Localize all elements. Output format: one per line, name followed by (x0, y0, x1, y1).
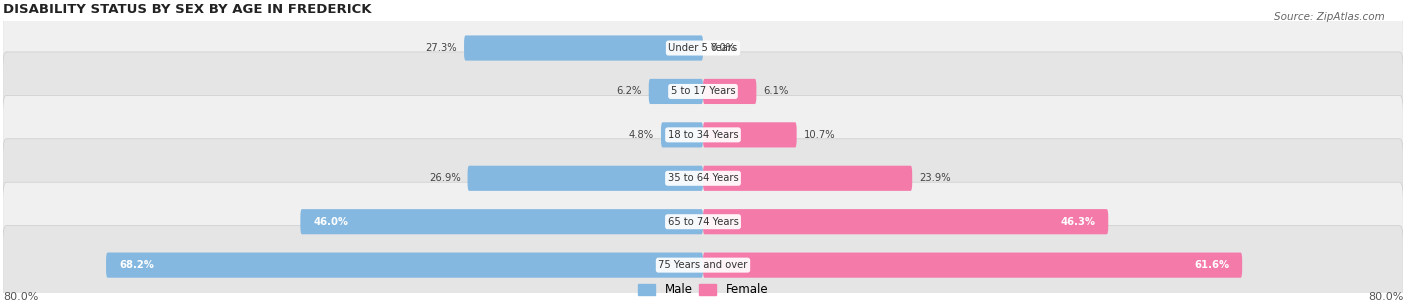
Text: 26.9%: 26.9% (429, 173, 461, 183)
Text: Source: ZipAtlas.com: Source: ZipAtlas.com (1274, 12, 1385, 22)
FancyBboxPatch shape (703, 166, 912, 191)
FancyBboxPatch shape (703, 253, 1241, 278)
Text: 4.8%: 4.8% (628, 130, 654, 140)
Text: 75 Years and over: 75 Years and over (658, 260, 748, 270)
FancyBboxPatch shape (464, 35, 703, 61)
FancyBboxPatch shape (3, 95, 1403, 174)
Text: 80.0%: 80.0% (1368, 292, 1403, 302)
Text: Under 5 Years: Under 5 Years (668, 43, 738, 53)
FancyBboxPatch shape (468, 166, 703, 191)
Text: 35 to 64 Years: 35 to 64 Years (668, 173, 738, 183)
Text: 0.0%: 0.0% (710, 43, 735, 53)
Text: 27.3%: 27.3% (426, 43, 457, 53)
FancyBboxPatch shape (648, 79, 703, 104)
Text: 65 to 74 Years: 65 to 74 Years (668, 217, 738, 227)
FancyBboxPatch shape (703, 209, 1108, 234)
Legend: Male, Female: Male, Female (633, 278, 773, 301)
FancyBboxPatch shape (301, 209, 703, 234)
Text: 18 to 34 Years: 18 to 34 Years (668, 130, 738, 140)
Text: DISABILITY STATUS BY SEX BY AGE IN FREDERICK: DISABILITY STATUS BY SEX BY AGE IN FREDE… (3, 3, 371, 16)
FancyBboxPatch shape (703, 79, 756, 104)
Text: 10.7%: 10.7% (804, 130, 835, 140)
Text: 80.0%: 80.0% (3, 292, 38, 302)
Text: 46.0%: 46.0% (314, 217, 349, 227)
FancyBboxPatch shape (661, 122, 703, 147)
Text: 46.3%: 46.3% (1060, 217, 1095, 227)
FancyBboxPatch shape (3, 182, 1403, 261)
Text: 6.2%: 6.2% (616, 86, 641, 96)
FancyBboxPatch shape (3, 226, 1403, 305)
FancyBboxPatch shape (3, 52, 1403, 131)
FancyBboxPatch shape (3, 9, 1403, 88)
Text: 6.1%: 6.1% (763, 86, 789, 96)
Text: 61.6%: 61.6% (1194, 260, 1229, 270)
Text: 68.2%: 68.2% (120, 260, 155, 270)
FancyBboxPatch shape (703, 122, 797, 147)
FancyBboxPatch shape (3, 139, 1403, 218)
FancyBboxPatch shape (105, 253, 703, 278)
Text: 5 to 17 Years: 5 to 17 Years (671, 86, 735, 96)
Text: 23.9%: 23.9% (920, 173, 950, 183)
